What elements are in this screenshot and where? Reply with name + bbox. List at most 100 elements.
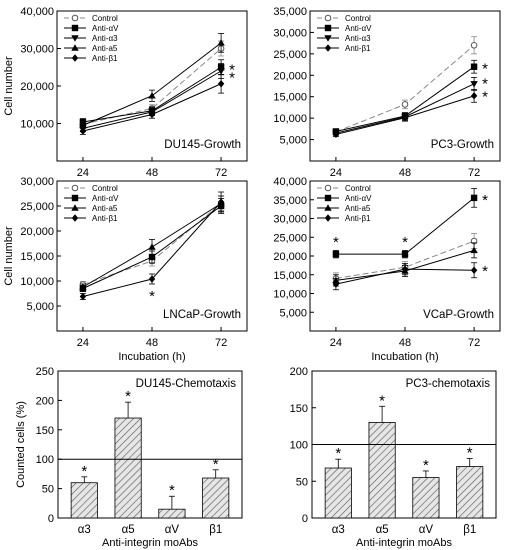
legend-entry: Anti-a5 bbox=[345, 204, 371, 213]
data-point bbox=[401, 265, 409, 273]
bar bbox=[324, 467, 352, 519]
x-axis-label: Incubation (h) bbox=[371, 351, 438, 363]
legend-entry: Anti-a5 bbox=[92, 204, 118, 213]
legend-marker bbox=[324, 35, 332, 42]
panel-annotation: PC3-Growth bbox=[431, 139, 494, 151]
data-point bbox=[401, 114, 409, 122]
y-tick-label: 50 bbox=[42, 484, 54, 496]
data-point bbox=[79, 121, 87, 129]
significance-asterisk: * bbox=[335, 445, 341, 462]
panel-annotation: DU145-Growth bbox=[164, 139, 241, 151]
y-axis-label: Counted cells (%) bbox=[15, 401, 27, 488]
legend-marker bbox=[71, 24, 79, 32]
significance-asterisk: * bbox=[482, 61, 488, 78]
series-3 bbox=[332, 89, 478, 139]
x-tick-label: α5 bbox=[122, 524, 135, 536]
significance-asterisk: * bbox=[213, 456, 219, 473]
y-tick-label: 200 bbox=[36, 395, 54, 407]
x-tick-label: 72 bbox=[215, 337, 227, 349]
significance-asterisk: * bbox=[81, 463, 87, 480]
y-tick-label: 35,000 bbox=[273, 195, 307, 207]
significance-asterisk: * bbox=[229, 61, 235, 78]
series-3 bbox=[332, 262, 478, 291]
bar bbox=[158, 508, 186, 519]
y-tick-label: 20,000 bbox=[273, 251, 307, 263]
y-tick-label: 25,000 bbox=[273, 49, 307, 61]
x-tick-label: α3 bbox=[332, 524, 345, 536]
legend-entry: Anti-αV bbox=[345, 194, 372, 203]
x-tick-label: 48 bbox=[399, 337, 411, 349]
significance-asterisk: * bbox=[333, 234, 339, 251]
data-point bbox=[470, 266, 478, 274]
y-tick-label: 5,000 bbox=[279, 307, 307, 319]
legend-entry: Anti-a5 bbox=[92, 44, 118, 53]
data-point bbox=[470, 81, 478, 88]
data-point bbox=[332, 130, 340, 139]
y-tick-label: 40,000 bbox=[20, 6, 54, 18]
legend-marker bbox=[71, 194, 79, 202]
y-tick-label: 15,000 bbox=[273, 270, 307, 282]
x-tick-label: 72 bbox=[468, 167, 480, 179]
y-tick-label: 5,000 bbox=[26, 301, 54, 313]
data-point bbox=[79, 283, 87, 290]
legend-entry: Anti-αV bbox=[345, 24, 372, 33]
significance-asterisk: * bbox=[149, 288, 155, 305]
legend-marker bbox=[71, 35, 79, 42]
legend-entry: Anti-αV bbox=[92, 194, 119, 203]
bar bbox=[70, 482, 98, 519]
significance-asterisk: * bbox=[482, 76, 488, 93]
data-point bbox=[217, 39, 225, 46]
series-4 bbox=[79, 73, 225, 135]
series-1 bbox=[332, 59, 478, 135]
x-axis-label: Incubation (h) bbox=[118, 351, 185, 363]
significance-asterisk: * bbox=[482, 89, 488, 106]
x-tick-label: 24 bbox=[77, 337, 89, 349]
x-tick-label: 24 bbox=[330, 167, 342, 179]
data-point bbox=[470, 92, 478, 100]
legend-marker bbox=[71, 44, 79, 51]
data-point bbox=[470, 63, 478, 70]
significance-asterisk: * bbox=[125, 388, 131, 405]
plot-frame bbox=[57, 370, 243, 519]
x-tick-label: αV bbox=[165, 524, 180, 536]
y-tick-label: 0 bbox=[48, 513, 54, 525]
data-point bbox=[470, 41, 478, 49]
x-tick-label: 48 bbox=[146, 337, 158, 349]
series-line bbox=[82, 48, 222, 125]
y-tick-label: 100 bbox=[290, 440, 308, 452]
chart-vcap-growth: 5,000 10,000 15,000 20,000 25,000 30,000 35,00… bbox=[273, 176, 501, 363]
legend-entry: Control bbox=[345, 184, 371, 193]
y-tick-label: 15,000 bbox=[20, 251, 54, 263]
y-tick-label: 100 bbox=[36, 454, 54, 466]
legend-entry: Control bbox=[92, 184, 118, 193]
y-axis-label: Cell number bbox=[3, 226, 15, 286]
y-tick-label: 200 bbox=[290, 366, 308, 378]
significance-asterisk: * bbox=[482, 192, 488, 209]
series-line bbox=[335, 66, 475, 132]
y-axis-label: Cell number bbox=[3, 56, 15, 116]
y-tick-label: 25,000 bbox=[273, 232, 307, 244]
chart-lncap-growth: 5,000 10,000 15,000 20,000 25,000 30,000 24 48 7… bbox=[3, 176, 248, 363]
data-point bbox=[148, 253, 156, 261]
legend-marker bbox=[71, 184, 79, 192]
y-tick-label: 5,000 bbox=[279, 135, 307, 147]
data-point bbox=[332, 250, 340, 258]
y-tick-label: 250 bbox=[36, 366, 54, 378]
y-tick-label: 30,000 bbox=[273, 27, 307, 39]
x-tick-label: α5 bbox=[376, 524, 389, 536]
y-tick-label: 25,000 bbox=[20, 201, 54, 213]
significance-asterisk: * bbox=[379, 392, 385, 409]
y-tick-label: 20,000 bbox=[273, 70, 307, 82]
chart-du145-growth: 10,000 20,000 30,000 40,000 24 48 72 Cell numbe… bbox=[3, 6, 248, 179]
legend-marker bbox=[324, 204, 332, 211]
x-tick-label: 72 bbox=[215, 167, 227, 179]
x-tick-label: 72 bbox=[468, 337, 480, 349]
x-tick-label: β1 bbox=[209, 524, 222, 536]
legend-marker bbox=[324, 14, 332, 22]
legend-entry: Anti-α3 bbox=[92, 34, 118, 43]
data-point bbox=[217, 198, 225, 206]
